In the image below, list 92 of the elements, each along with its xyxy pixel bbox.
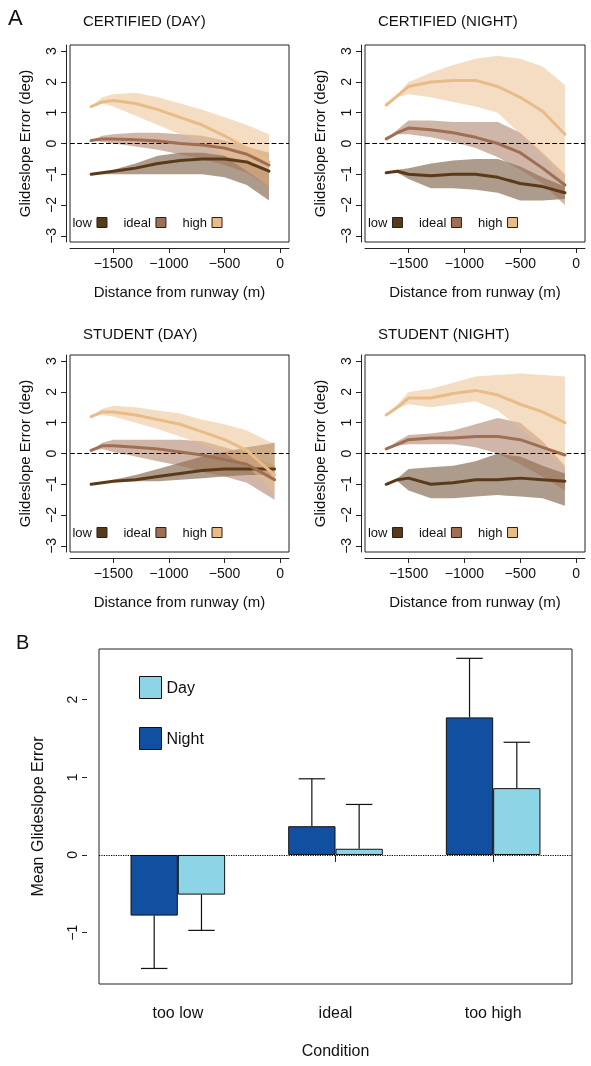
y-tick-label: 3 xyxy=(338,357,354,366)
y-tick-label: 1 xyxy=(338,418,354,427)
y-tick-label: −1 xyxy=(43,476,59,493)
y-axis-title: Glideslope Error (deg) xyxy=(311,69,328,218)
y-tick-label: 0 xyxy=(338,139,354,148)
legend-label: ideal xyxy=(123,525,152,540)
y-tick-label: 3 xyxy=(43,357,59,366)
x-tick-label: 0 xyxy=(276,565,285,581)
x-tick-label: −500 xyxy=(208,565,241,581)
x-tick-label: 0 xyxy=(276,255,285,271)
y-tick-label: −3 xyxy=(43,227,59,244)
x-tick-label: −1500 xyxy=(388,255,429,271)
x-tick-label: −1500 xyxy=(388,565,429,581)
y-tick-label: −3 xyxy=(43,537,59,554)
y-tick-label: −2 xyxy=(338,506,354,524)
legend-label: low xyxy=(367,215,389,230)
legend-label: low xyxy=(367,525,389,540)
y-tick-label: −2 xyxy=(43,506,59,524)
x-tick-label: −500 xyxy=(504,255,537,271)
y-tick-label: −1 xyxy=(338,476,354,493)
y-axis-title: Glideslope Error (deg) xyxy=(311,379,328,528)
y-tick-label: 0 xyxy=(43,139,59,148)
x-tick-label: too high xyxy=(464,1003,522,1021)
y-tick-label: 0 xyxy=(43,449,59,458)
y-tick-label: 0 xyxy=(64,850,80,859)
x-tick-label: ideal xyxy=(318,1003,353,1021)
x-axis-title: Distance from runway (m) xyxy=(93,593,266,610)
line-series xyxy=(89,137,271,167)
x-axis-title: Distance from runway (m) xyxy=(389,283,561,300)
y-axis-title: Glideslope Error (deg) xyxy=(16,69,33,218)
y-tick-label: −3 xyxy=(338,227,354,244)
x-tick-label: 0 xyxy=(572,565,581,581)
legend-label: low xyxy=(72,215,93,230)
x-tick-label: too low xyxy=(152,1003,204,1021)
y-tick-label: −3 xyxy=(338,537,354,554)
x-tick-label: −1000 xyxy=(149,565,189,581)
x-axis-title: Distance from runway (m) xyxy=(389,593,561,610)
y-tick-label: −1 xyxy=(64,924,80,941)
chart-title: CERTIFIED (NIGHT) xyxy=(378,12,518,29)
legend-label: high xyxy=(182,215,208,230)
legend-label: low xyxy=(72,525,93,540)
line-series xyxy=(89,98,271,164)
line-series xyxy=(384,169,567,195)
text: B xyxy=(16,631,30,653)
y-axis-title: Mean Glideslope Error xyxy=(28,735,46,897)
y-tick-label: 2 xyxy=(338,77,354,86)
legend-label: high xyxy=(477,215,503,230)
x-tick-label: −1000 xyxy=(149,255,189,271)
line-series xyxy=(384,388,567,425)
y-axis-title: Glideslope Error (deg) xyxy=(16,379,33,528)
chart-title: STUDENT (NIGHT) xyxy=(378,325,510,342)
y-tick-label: 1 xyxy=(338,108,354,117)
legend-label: high xyxy=(477,525,503,540)
y-tick-label: −1 xyxy=(43,166,59,183)
y-tick-label: −2 xyxy=(43,196,59,214)
y-tick-label: −1 xyxy=(338,166,354,183)
x-tick-label: −1000 xyxy=(444,255,485,271)
y-tick-label: −2 xyxy=(338,196,354,214)
line-series xyxy=(384,126,567,187)
legend-label: ideal xyxy=(418,215,447,230)
line-series xyxy=(384,78,567,136)
y-tick-label: 1 xyxy=(43,108,59,117)
line-series xyxy=(384,476,567,486)
line-series xyxy=(384,435,567,457)
y-tick-label: 0 xyxy=(338,449,354,458)
x-axis-title: Distance from runway (m) xyxy=(93,283,266,300)
legend-label: ideal xyxy=(418,525,447,540)
y-tick-label: 2 xyxy=(43,387,59,396)
x-tick-label: −1500 xyxy=(93,255,134,271)
line-series xyxy=(89,157,271,176)
line-series xyxy=(89,410,277,477)
y-tick-label: 2 xyxy=(64,695,80,704)
y-tick-label: 3 xyxy=(43,47,59,56)
line-series xyxy=(89,467,277,486)
x-tick-label: −500 xyxy=(504,565,537,581)
text: A xyxy=(8,4,23,30)
legend-label: Day xyxy=(166,679,195,696)
x-axis-title: Condition xyxy=(301,1041,370,1059)
y-tick-label: 2 xyxy=(43,77,59,86)
y-tick-label: 1 xyxy=(64,773,80,782)
x-tick-label: −1500 xyxy=(93,565,134,581)
legend-label: high xyxy=(182,525,208,540)
y-tick-label: 2 xyxy=(338,387,354,396)
y-tick-label: 1 xyxy=(43,418,59,427)
x-tick-label: −1000 xyxy=(444,565,485,581)
legend-label: ideal xyxy=(123,215,152,230)
legend-label: Night xyxy=(166,730,205,747)
chart-title: CERTIFIED (DAY) xyxy=(83,12,206,29)
x-tick-label: 0 xyxy=(572,255,581,271)
y-tick-label: 3 xyxy=(338,47,354,56)
x-tick-label: −500 xyxy=(208,255,241,271)
chart-title: STUDENT (DAY) xyxy=(83,325,198,342)
